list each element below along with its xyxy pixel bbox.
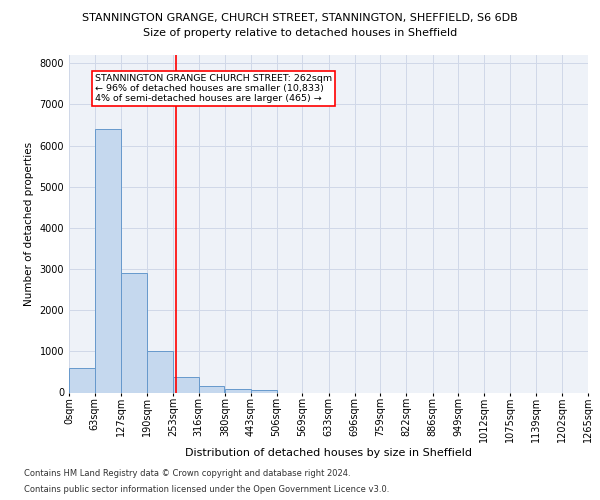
X-axis label: Distribution of detached houses by size in Sheffield: Distribution of detached houses by size … <box>185 448 472 458</box>
Bar <box>121 273 147 392</box>
Bar <box>173 377 199 392</box>
Bar <box>199 386 224 392</box>
Bar <box>95 129 121 392</box>
Text: Contains public sector information licensed under the Open Government Licence v3: Contains public sector information licen… <box>24 485 389 494</box>
Text: Contains HM Land Registry data © Crown copyright and database right 2024.: Contains HM Land Registry data © Crown c… <box>24 468 350 477</box>
Text: STANNINGTON GRANGE, CHURCH STREET, STANNINGTON, SHEFFIELD, S6 6DB: STANNINGTON GRANGE, CHURCH STREET, STANN… <box>82 12 518 22</box>
Bar <box>251 390 277 392</box>
Bar <box>225 389 251 392</box>
Text: STANNINGTON GRANGE CHURCH STREET: 262sqm
← 96% of detached houses are smaller (1: STANNINGTON GRANGE CHURCH STREET: 262sqm… <box>95 74 332 104</box>
Text: Size of property relative to detached houses in Sheffield: Size of property relative to detached ho… <box>143 28 457 38</box>
Y-axis label: Number of detached properties: Number of detached properties <box>24 142 34 306</box>
Bar <box>69 368 95 392</box>
Bar <box>147 352 173 393</box>
